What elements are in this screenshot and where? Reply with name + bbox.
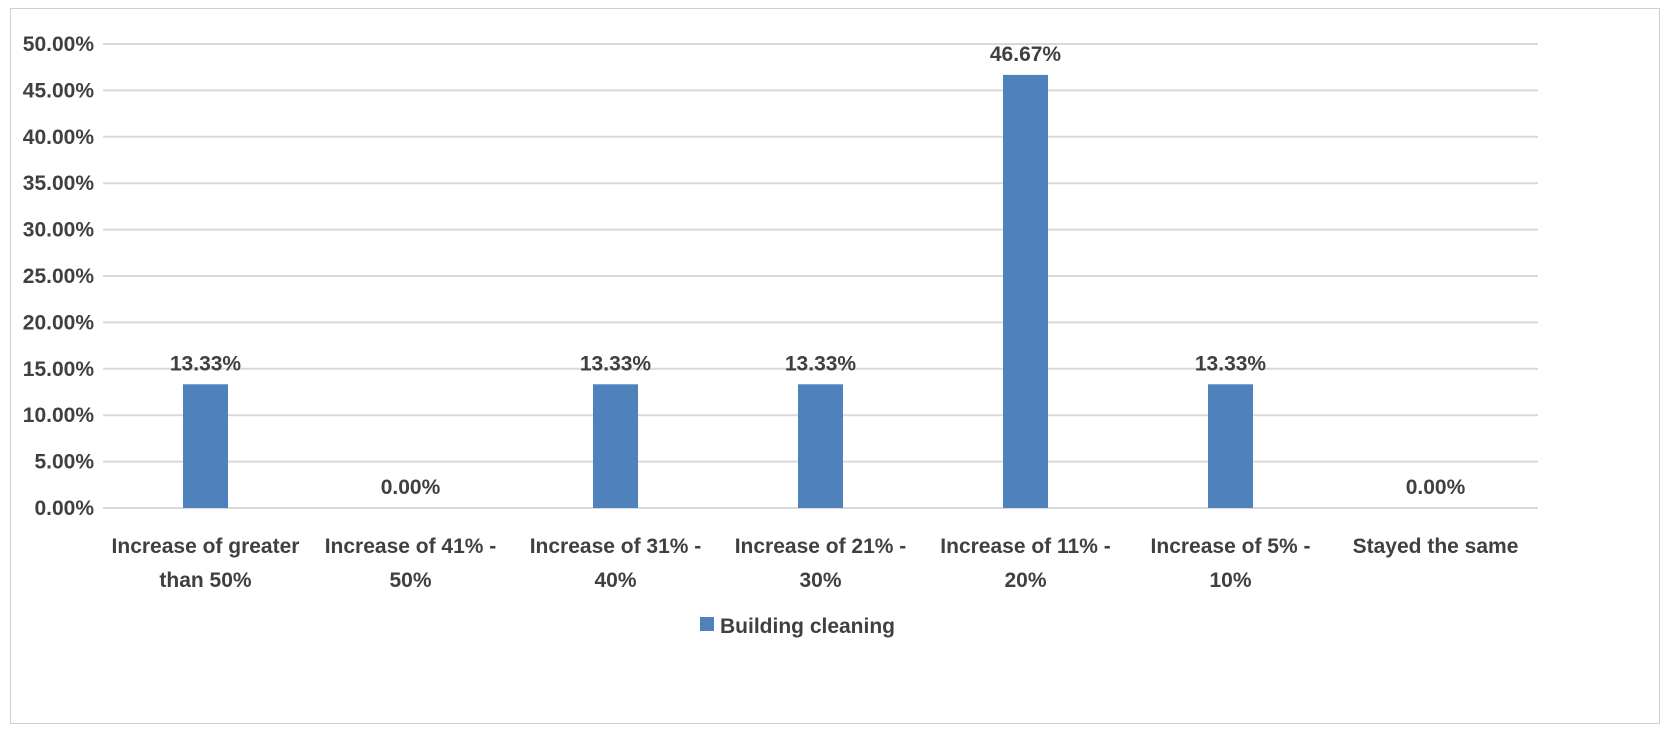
- x-category-label: Stayed the same: [1353, 535, 1519, 558]
- data-label: 46.67%: [990, 43, 1062, 66]
- y-tick-label: 25.00%: [23, 265, 95, 288]
- y-tick-label: 10.00%: [23, 404, 95, 427]
- data-label: 13.33%: [580, 352, 652, 375]
- x-category-label: Increase of greater: [112, 535, 300, 558]
- x-category-label: Increase of 31% -: [530, 535, 702, 558]
- bar: [593, 384, 638, 508]
- x-category-label: Increase of 5% -: [1151, 535, 1311, 558]
- x-category-label: than 50%: [159, 569, 252, 592]
- y-tick-label: 15.00%: [23, 358, 95, 381]
- bar: [183, 384, 228, 508]
- y-axis-tick-labels: 0.00% 5.00% 10.00% 15.00% 20.00% 25.00% 30.00%…: [23, 33, 95, 520]
- x-category-label: 10%: [1209, 569, 1251, 592]
- x-category-label: Increase of 41% -: [325, 535, 497, 558]
- data-label: 13.33%: [170, 352, 242, 375]
- bars: [183, 74, 1253, 508]
- bar: [1003, 74, 1048, 508]
- y-tick-label: 35.00%: [23, 172, 95, 195]
- y-tick-label: 50.00%: [23, 33, 95, 56]
- data-labels: 13.33% 0.00% 13.33% 13.33% 46.67% 13.33% 0.00%: [170, 43, 1466, 499]
- chart-frame: [10, 8, 1660, 724]
- gridlines: [103, 43, 1538, 509]
- x-category-label: 50%: [389, 569, 431, 592]
- bar: [1208, 384, 1253, 508]
- x-category-label: Increase of 11% -: [940, 535, 1110, 558]
- bar: [798, 384, 843, 508]
- x-category-label: 40%: [594, 569, 636, 592]
- y-tick-label: 40.00%: [23, 126, 95, 149]
- y-tick-label: 45.00%: [23, 79, 95, 102]
- y-tick-label: 20.00%: [23, 311, 95, 334]
- x-category-label: 20%: [1004, 569, 1046, 592]
- y-tick-label: 30.00%: [23, 219, 95, 242]
- x-category-label: 30%: [799, 569, 841, 592]
- data-label: 13.33%: [1195, 352, 1267, 375]
- x-axis-category-labels: Increase of greater than 50% Increase of 4…: [112, 535, 1519, 592]
- legend-swatch: [700, 617, 714, 631]
- y-tick-label: 0.00%: [34, 497, 94, 520]
- x-category-label: Increase of 21% -: [735, 535, 907, 558]
- legend-label: Building cleaning: [720, 615, 895, 638]
- y-tick-label: 5.00%: [34, 451, 94, 474]
- data-label: 13.33%: [785, 352, 857, 375]
- data-label: 0.00%: [381, 476, 441, 499]
- data-label: 0.00%: [1406, 476, 1466, 499]
- legend: Building cleaning: [700, 615, 895, 638]
